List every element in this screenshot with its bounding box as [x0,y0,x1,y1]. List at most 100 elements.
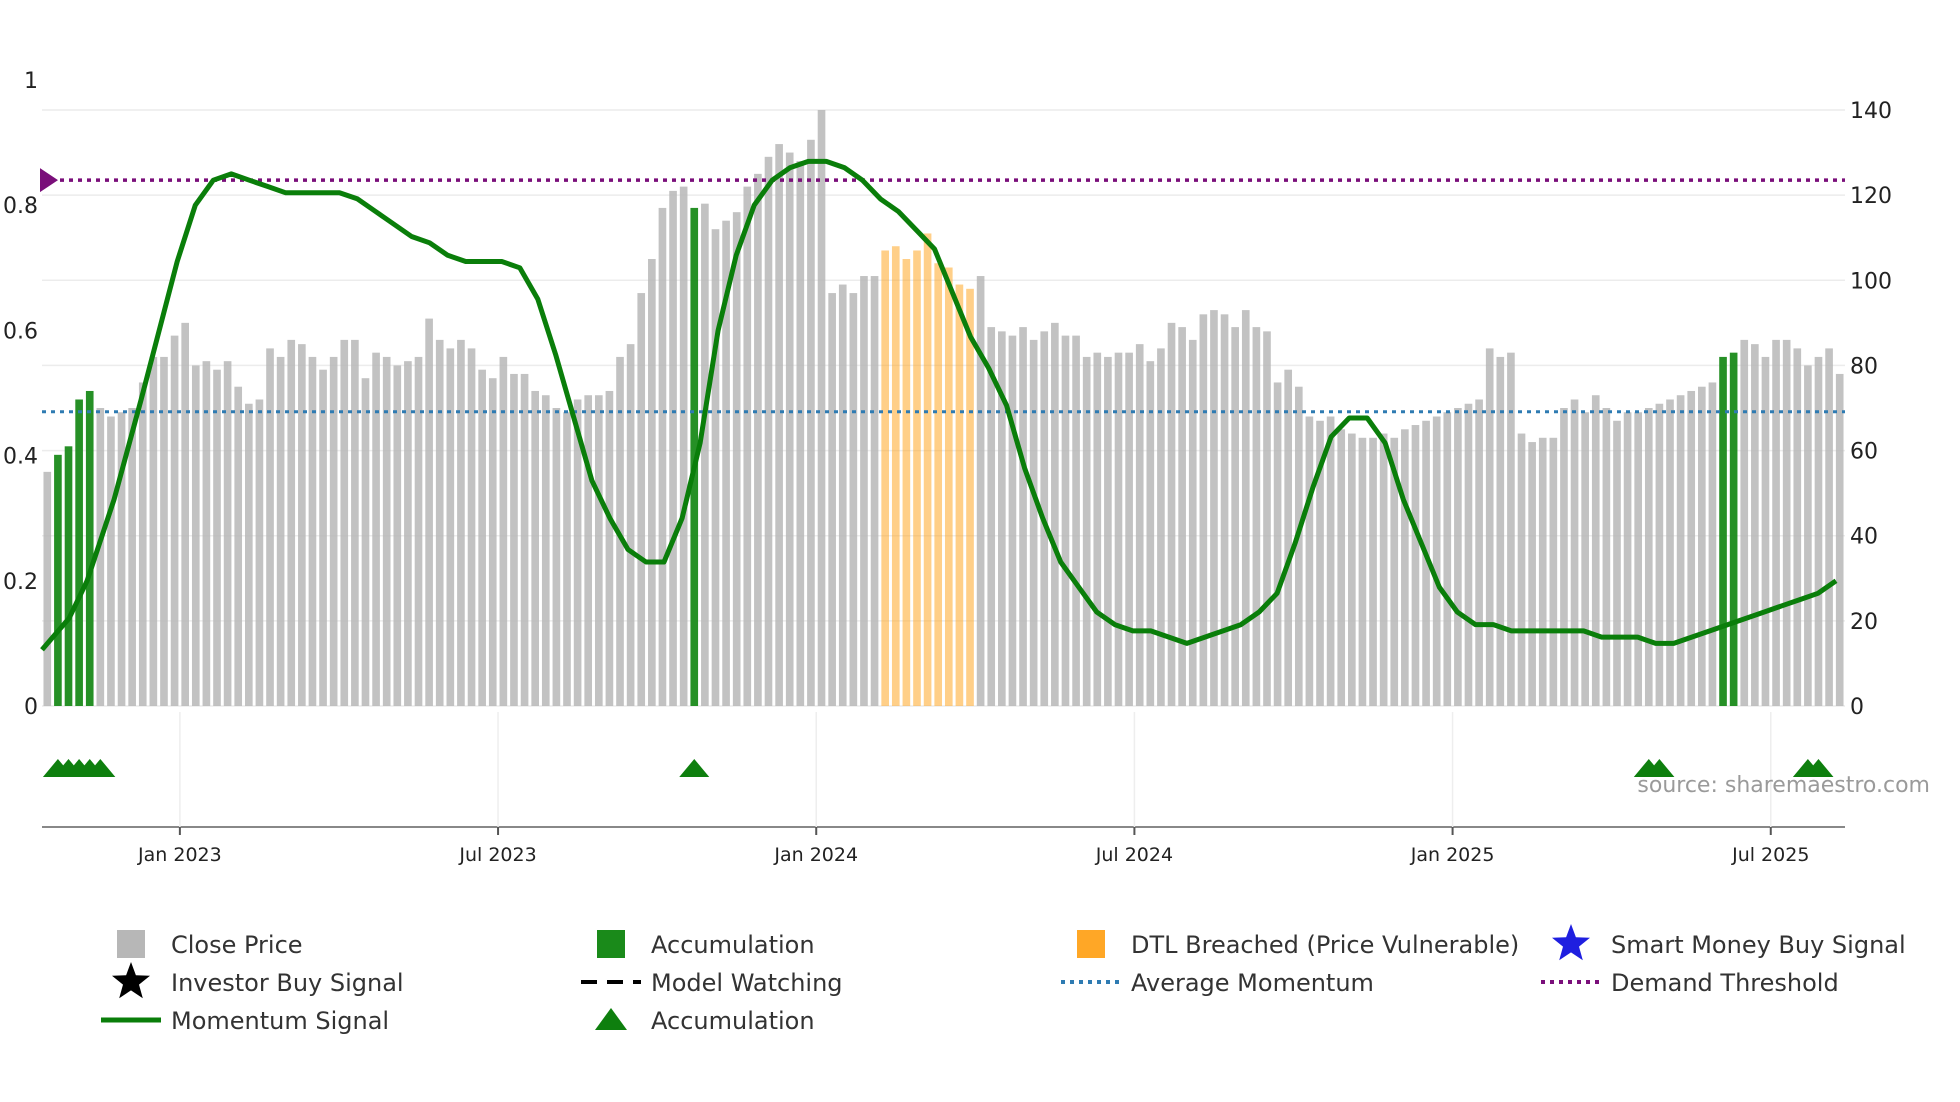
x-tick-label: Jul 2023 [458,844,536,866]
close-price-bar [976,276,985,706]
close-price-bar [234,386,243,706]
close-price-bar [446,348,455,706]
legend-label: Accumulation [651,1007,815,1035]
x-tick-label: Jan 2024 [773,844,858,866]
momentum-series [40,158,1838,652]
close-price-bar [1644,408,1653,706]
right-tick-label: 140 [1850,99,1892,124]
close-price-bar [1082,356,1091,706]
close-price-bar [711,229,720,706]
close-price-bar [732,212,741,707]
close-price-bar [499,356,508,706]
dtl-breached-bar [934,263,943,706]
close-price-bar [626,344,635,706]
legend-label: Momentum Signal [171,1007,389,1035]
close-price-bar [340,339,349,706]
dtl-breached-bar [891,246,900,707]
close-price-bar [838,284,847,706]
right-tick-label: 40 [1850,525,1878,550]
accumulation-marker [85,759,116,777]
close-price-bar [478,369,486,706]
close-price-bar [1305,416,1314,706]
close-price-bar [1252,327,1261,706]
close-price-bar [96,408,105,706]
close-price-bar [1602,408,1611,706]
close-price-bar [1188,339,1197,706]
close-price-bar [998,331,1006,706]
close-price-bar [1613,420,1621,706]
close-price-bar [1284,369,1293,706]
close-price-bar [245,403,253,706]
dtl-breached-bar [881,250,889,707]
close-price-bar [1008,335,1017,706]
close-price-bar [1273,382,1282,706]
legend-label: DTL Breached (Price Vulnerable) [1131,931,1519,959]
close-price-bar [796,161,805,707]
close-price-bar [1114,352,1123,706]
close-price-bar [1093,352,1102,706]
close-price-bar [414,356,423,706]
close-price-bar [255,399,264,706]
close-price-bar [1210,310,1218,706]
close-price-bar [1751,344,1759,706]
blue-star-icon [1552,924,1590,961]
legend-item: Accumulation [595,1007,815,1035]
legend-item: Investor Buy Signal [112,962,404,999]
close-price-bar [372,352,380,706]
close-price-bar [488,378,497,706]
accumulation-marker [1803,759,1834,777]
x-tick-label: Jan 2023 [137,844,222,866]
accumulation-bar [1719,356,1727,706]
close-price-bar [1708,382,1717,706]
source-label: source: sharemaestro.com [1637,773,1930,798]
dtl-breached-bar [955,284,964,706]
close-price-bar [1167,322,1176,706]
close-price-bar [1443,412,1452,706]
close-price-bar [393,365,402,706]
close-price-bar [1348,433,1356,706]
legend-label: Close Price [171,931,303,959]
accumulation-markers [42,759,1834,777]
close-price-bar [573,399,582,706]
close-price-bar [775,144,783,706]
accumulation-bar [1729,352,1738,706]
close-price-bar [1740,339,1749,706]
close-price-bar [382,356,391,706]
close-price-bar [1623,412,1632,706]
left-tick-label: 0.4 [3,445,38,470]
x-tick-label: Jul 2024 [1095,844,1173,866]
dtl-breached-bar [902,259,911,706]
close-price-bar [1782,339,1791,706]
close-price-bar [648,259,656,706]
right-tick-label: 120 [1850,184,1892,209]
accumulation-bar [54,454,62,706]
close-price-bar [138,382,147,706]
close-price-bar [1199,314,1208,706]
close-price-bar [1698,386,1706,706]
left-axis: 0 0.2 0.4 0.6 0.8 1 [3,69,38,720]
right-tick-label: 100 [1850,269,1892,294]
close-price-bar [563,412,571,706]
close-price-bar [1401,429,1409,706]
close-price-bar [1676,395,1685,706]
close-price-bar [1157,348,1165,706]
close-price-bar [722,220,730,706]
close-price-bar [202,361,211,706]
accumulation-bar [75,399,83,706]
x-axis: Jan 2023 Jul 2023 Jan 2024 Jul 2024 Jan 2025… [42,712,1845,866]
close-price-bar [860,276,868,706]
close-price-bar [160,356,168,706]
legend-label: Average Momentum [1131,969,1374,997]
close-price-bar [658,207,667,706]
close-price-bar [1358,437,1367,706]
close-price-bar [1432,416,1441,706]
close-price-bar [266,348,274,706]
close-price-bar [1337,429,1346,706]
close-price-bar [1178,327,1186,706]
close-price-bar [1825,348,1833,706]
close-price-bar [1655,403,1664,706]
close-price-bar [541,395,550,706]
close-price-bar [276,356,285,706]
left-tick-label: 1 [24,69,38,94]
close-price-bar [754,173,762,707]
